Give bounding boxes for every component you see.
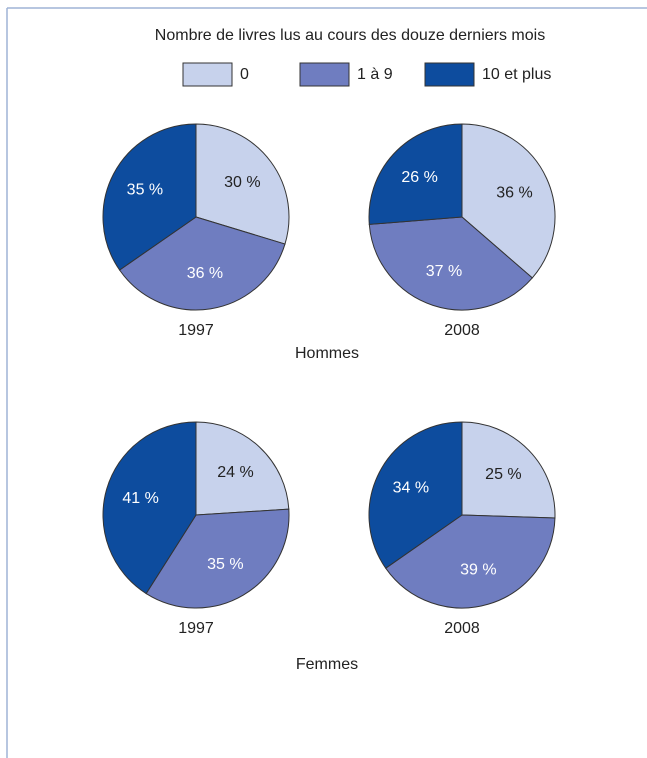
- pie-label: 30 %: [224, 174, 260, 191]
- pie-slice: [145, 508, 290, 609]
- pie-label: 37 %: [426, 263, 462, 280]
- pie-title: 2008: [444, 322, 480, 339]
- pie-label: 35 %: [207, 556, 243, 573]
- legend-swatch: [182, 62, 233, 87]
- pie-label: 36 %: [496, 184, 532, 201]
- pie-label: 41 %: [122, 490, 158, 507]
- pie-slice: [385, 514, 556, 609]
- legend-label: 0: [240, 66, 249, 83]
- pie-label: 34 %: [393, 480, 429, 497]
- pie-label: 39 %: [460, 561, 496, 578]
- pie-label: 36 %: [187, 265, 223, 282]
- pie-slice: [461, 421, 556, 519]
- group-label: Hommes: [295, 345, 359, 362]
- pie-slice: [368, 216, 533, 311]
- legend-label: 10 et plus: [482, 66, 551, 83]
- pie-slice: [368, 421, 463, 569]
- legend-swatch: [299, 62, 350, 87]
- pie-title: 2008: [444, 620, 480, 637]
- pie-slice: [195, 421, 290, 516]
- pie-label: 24 %: [217, 464, 253, 481]
- legend-label: 1 à 9: [357, 66, 393, 83]
- group-label: Femmes: [296, 656, 358, 673]
- pie-slice: [461, 123, 556, 279]
- pie-slice: [102, 123, 197, 271]
- pie-label: 35 %: [127, 181, 163, 198]
- pie-slice: [102, 421, 197, 595]
- pie-title: 1997: [178, 322, 214, 339]
- pie-title: 1997: [178, 620, 214, 637]
- legend-swatch: [424, 62, 475, 87]
- legend-title: Nombre de livres lus au cours des douze …: [155, 27, 545, 44]
- pie-label: 25 %: [485, 466, 521, 483]
- pie-label: 26 %: [401, 169, 437, 186]
- pie-slice: [118, 216, 286, 311]
- pie-slice: [195, 123, 290, 245]
- pie-slice: [368, 123, 463, 225]
